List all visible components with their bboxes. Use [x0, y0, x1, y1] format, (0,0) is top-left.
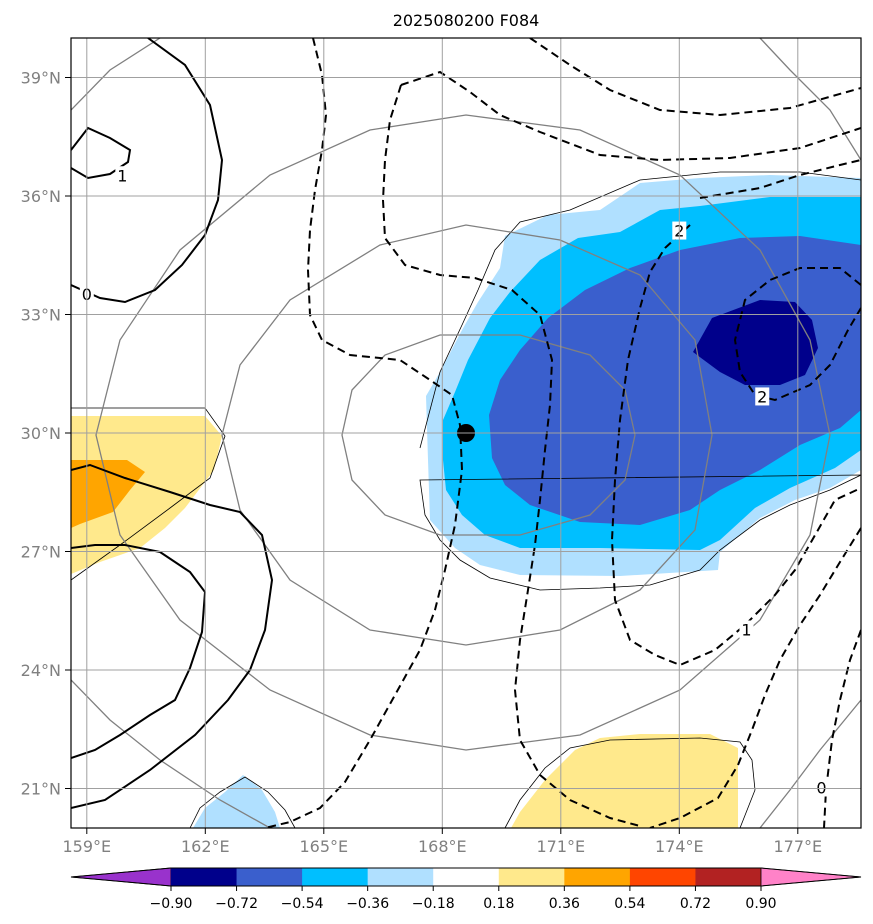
- contour-label-bg: [115, 166, 130, 185]
- colorbar-tick-label: −0.90: [150, 896, 193, 912]
- colorbar-tick-label: −0.18: [412, 896, 455, 912]
- colorbar: −0.90 −0.72 −0.54 −0.36 −0.18 0.18 0.36 0.54 0.7…: [70, 867, 862, 912]
- contour-label: 1: [117, 166, 127, 185]
- x-tick-label: 162°E: [181, 837, 230, 856]
- gridlines: [71, 38, 861, 828]
- x-tick-label: 177°E: [773, 837, 822, 856]
- colorbar-tick-label: 0.90: [745, 896, 776, 912]
- x-tick-label: 174°E: [655, 837, 704, 856]
- colorbar-extend-high: [760, 867, 862, 887]
- colorbar-extend-low: [70, 867, 172, 887]
- colorbar-swatch: [367, 868, 434, 886]
- y-tick-label: 21°N: [21, 780, 61, 799]
- colorbar-swatch: [629, 868, 696, 886]
- colorbar-tick-label: −0.72: [215, 896, 258, 912]
- colorbar-tick-label: 0.18: [483, 896, 514, 912]
- negative-anomaly-southwest-light: [193, 775, 280, 828]
- colorbar-swatch: [236, 868, 303, 886]
- colorbar-swatch: [498, 868, 565, 886]
- y-tick-label: 27°N: [21, 543, 61, 562]
- positive-anomaly-west-light: [71, 416, 222, 574]
- y-tick-label: 30°N: [21, 424, 61, 443]
- colorbar-tick-label: −0.36: [346, 896, 389, 912]
- colorbar-tick-label: −0.54: [281, 896, 324, 912]
- colorbar-swatch: [302, 868, 369, 886]
- colorbar-tick-label: 0.72: [680, 896, 711, 912]
- y-tick-label: 39°N: [21, 69, 61, 88]
- colorbar-swatch: [433, 868, 500, 886]
- x-tick-label: 159°E: [62, 837, 111, 856]
- contour-label: 1: [741, 621, 751, 640]
- contour-label-bg: [739, 620, 754, 639]
- y-tick-label: 33°N: [21, 306, 61, 325]
- contour-label-bg: [755, 387, 770, 406]
- x-tick-label: 171°E: [536, 837, 585, 856]
- colorbar-swatch: [564, 868, 631, 886]
- negative-anomaly-east-navy: [693, 300, 818, 385]
- contour-label-bg: [814, 778, 829, 797]
- colorbar-swatch: [171, 868, 238, 886]
- x-tick-label: 165°E: [299, 837, 348, 856]
- colorbar-tick-label: 0.36: [549, 896, 580, 912]
- positive-anomaly-south-light: [511, 734, 738, 828]
- chart-title: 2025080200 F084: [393, 11, 540, 30]
- positive-anomaly-west-orange: [71, 460, 145, 528]
- x-tick-label: 168°E: [418, 837, 467, 856]
- y-tick-label: 36°N: [21, 187, 61, 206]
- y-axis-ticks: 21°N 24°N 27°N 30°N 33°N 36°N 39°N: [21, 69, 71, 799]
- contour-label: 2: [757, 387, 767, 406]
- colorbar-tick-label: 0.54: [614, 896, 645, 912]
- shaded-anomaly-fields: [71, 175, 861, 828]
- x-axis-ticks: 159°E 162°E 165°E 168°E 171°E 174°E 177°E: [62, 828, 822, 856]
- gray-isolines: [71, 38, 861, 828]
- colorbar-swatch: [695, 868, 762, 886]
- y-tick-label: 24°N: [21, 661, 61, 680]
